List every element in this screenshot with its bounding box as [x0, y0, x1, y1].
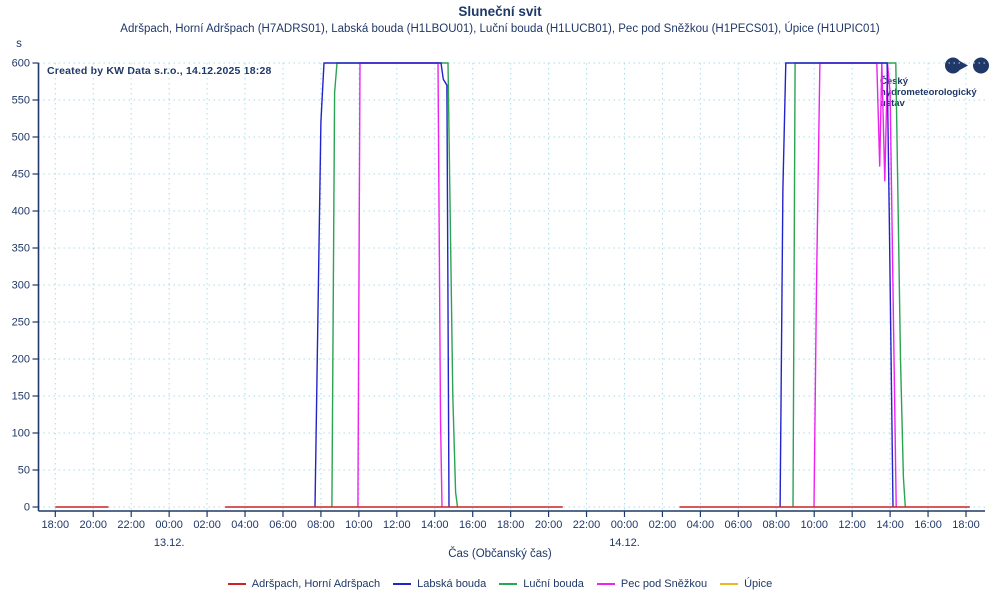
x-tick-label: 22:00 — [573, 519, 601, 531]
y-tick-label: 250 — [12, 317, 30, 329]
legend-label: Pec pod Sněžkou — [620, 578, 708, 590]
x-tick-label: 02:00 — [193, 519, 221, 531]
y-tick-label: 400 — [12, 206, 30, 218]
series-line-2 — [779, 62, 894, 508]
x-tick-label: 10:00 — [345, 519, 373, 531]
y-tick-label: 350 — [12, 243, 30, 255]
x-tick-label: 18:00 — [42, 519, 70, 531]
logo-text-line-3: ústav — [880, 98, 905, 109]
y-tick-label: 450 — [12, 169, 30, 181]
chmi-logo: Český hydrometeorologický ústav — [880, 56, 990, 109]
y-tick-label: 600 — [12, 58, 30, 70]
x-day-label: 14.12. — [609, 537, 640, 549]
legend-swatch — [596, 583, 615, 585]
watermark-created-by: Created by KW Data s.r.o., 14.12.2025 18… — [47, 65, 272, 77]
chmi-logo-icon — [880, 56, 990, 75]
chart-subtitle-stations: Adršpach, Horní Adršpach (H7ADRS01), Lab… — [120, 23, 880, 35]
x-day-label: 13.12. — [154, 537, 185, 549]
x-tick-label: 16:00 — [459, 519, 487, 531]
y-tick-label: 150 — [12, 391, 30, 403]
y-axis-unit-label: s — [16, 38, 22, 50]
x-tick-label: 08:00 — [307, 519, 335, 531]
legend-item: Pec pod Sněžkou — [596, 578, 708, 590]
legend-item: Labská bouda — [393, 578, 486, 590]
x-tick-label: 04:00 — [687, 519, 715, 531]
y-tick-label: 500 — [12, 132, 30, 144]
x-tick-label: 02:00 — [649, 519, 677, 531]
legend-label: Luční bouda — [523, 578, 584, 590]
x-tick-label: 06:00 — [725, 519, 753, 531]
x-tick-label: 18:00 — [952, 519, 980, 531]
x-tick-label: 00:00 — [155, 519, 183, 531]
x-tick-label: 20:00 — [535, 519, 563, 531]
legend-item: Luční bouda — [499, 578, 584, 590]
series-line-4 — [813, 62, 897, 508]
legend-swatch — [227, 583, 246, 585]
legend-item: Adršpach, Horní Adršpach — [227, 578, 381, 590]
x-tick-label: 08:00 — [763, 519, 791, 531]
y-tick-label: 550 — [12, 95, 30, 107]
series-line-3 — [792, 62, 906, 508]
x-tick-label: 16:00 — [914, 519, 942, 531]
x-tick-label: 14:00 — [421, 519, 449, 531]
x-tick-label: 22:00 — [117, 519, 145, 531]
legend-label: Úpice — [744, 578, 773, 590]
y-tick-label: 0 — [24, 502, 30, 514]
x-tick-label: 18:00 — [497, 519, 525, 531]
y-tick-label: 200 — [12, 354, 30, 366]
y-tick-label: 100 — [12, 428, 30, 440]
x-tick-label: 06:00 — [269, 519, 297, 531]
page-title: Sluneční svit — [458, 4, 542, 19]
x-tick-label: 20:00 — [79, 519, 107, 531]
x-axis-title: Čas (Občanský čas) — [448, 548, 552, 560]
legend-swatch — [499, 583, 518, 585]
legend-label: Adršpach, Horní Adršpach — [251, 578, 381, 590]
x-tick-label: 14:00 — [876, 519, 904, 531]
legend-swatch — [393, 583, 412, 585]
x-tick-label: 00:00 — [611, 519, 639, 531]
legend-item: Úpice — [720, 578, 772, 590]
legend-swatch — [720, 583, 739, 585]
logo-text-line-1: Český — [880, 76, 908, 87]
x-tick-label: 12:00 — [383, 519, 411, 531]
series-line-3 — [331, 62, 459, 508]
legend-label: Labská bouda — [417, 578, 487, 590]
chart-legend: Adršpach, Horní Adršpach Labská bouda Lučn… — [0, 578, 1000, 590]
series-line-2 — [314, 62, 450, 508]
y-tick-label: 300 — [12, 280, 30, 292]
logo-text-line-2: hydrometeorologický — [880, 87, 977, 98]
x-tick-label: 12:00 — [838, 519, 866, 531]
y-tick-label: 50 — [18, 465, 30, 477]
x-tick-label: 10:00 — [800, 519, 828, 531]
x-tick-label: 04:00 — [231, 519, 259, 531]
